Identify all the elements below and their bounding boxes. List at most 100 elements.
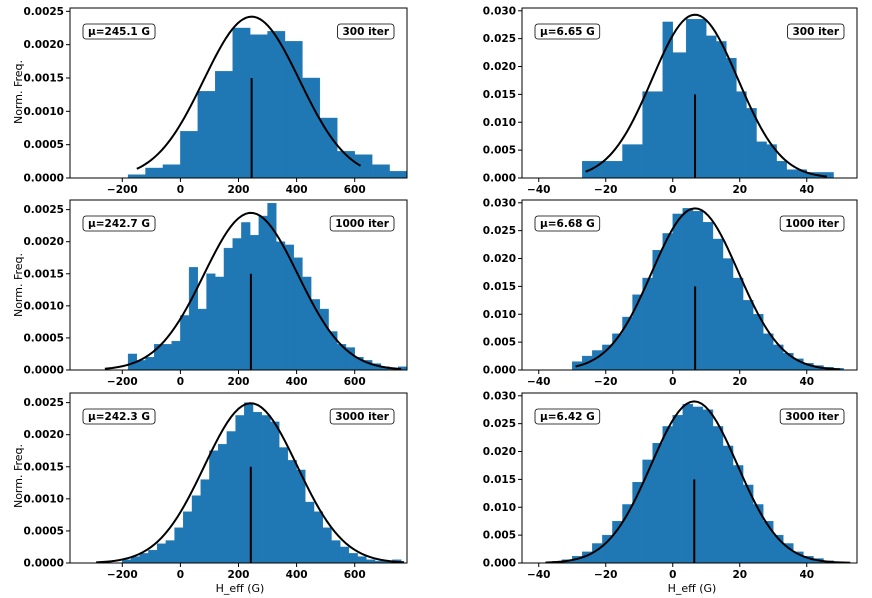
histogram-bar (235, 415, 245, 563)
x-tick-label: −20 (594, 184, 617, 196)
chart-panel-row3-right: −40 −20 0 20 40 0.000 0.005 0.010 0.015 0.020 0.02… (483, 390, 858, 581)
x-axis-label-left: H_eff (G) (216, 582, 265, 595)
axes-frame (521, 199, 858, 371)
x-tick-label: 20 (732, 569, 747, 581)
histogram-bar (197, 308, 207, 370)
x-tick-label: 40 (799, 184, 814, 196)
x-tick-label: −20 (594, 569, 617, 581)
histogram-bar (682, 208, 694, 370)
mean-annotation: μ=6.65 G (534, 23, 601, 40)
x-tick-label: −40 (527, 184, 550, 196)
histogram-bar (712, 426, 724, 563)
histogram-bar (682, 403, 694, 563)
chart-panel-row1-left: −200 0 200 400 600 0.0000 0.0005 0.0010 0.0015 0.… (23, 6, 408, 196)
y-tick-label: 0.015 (483, 89, 516, 101)
mean-annotation: μ=245.1 G (82, 23, 156, 40)
mean-annotation-text: μ=242.3 G (88, 411, 150, 423)
y-tick-label: 0.0000 (23, 173, 64, 185)
histogram-bar (148, 549, 158, 563)
histogram-bar (183, 511, 193, 563)
iteration-annotation-box (329, 408, 395, 425)
histogram-bar (783, 543, 794, 563)
histogram-bar (139, 553, 149, 563)
histogram-bar (232, 238, 242, 370)
histogram-bar (331, 540, 341, 563)
iteration-annotation: 1000 iter (779, 215, 845, 232)
mean-annotation: μ=242.3 G (82, 408, 156, 425)
axes-frame (521, 392, 858, 564)
histogram-bar (702, 409, 714, 563)
histogram-bar (241, 222, 251, 370)
histogram-bar (706, 35, 717, 178)
plot-area (104, 203, 407, 370)
x-axis-label-right: H_eff (G) (668, 582, 717, 595)
histogram-bar (339, 546, 350, 563)
histogram-bar (267, 31, 286, 178)
iteration-annotation-box (779, 215, 845, 232)
histogram-bar (156, 543, 167, 563)
histogram-bar (642, 91, 663, 178)
plot-area (582, 13, 834, 178)
histogram-bar (261, 415, 271, 563)
fit-curve-line (585, 13, 827, 178)
x-tick-label: 40 (799, 569, 814, 581)
histogram-bar (354, 154, 373, 178)
x-tick-label: 0 (177, 184, 184, 196)
mean-annotation: μ=6.42 G (534, 408, 601, 425)
histogram-bar (746, 108, 757, 178)
y-tick-label: 0.0015 (23, 461, 64, 473)
y-tick-label: 0.0020 (23, 39, 64, 51)
x-tick-label: −40 (527, 376, 550, 388)
x-tick-label: −40 (527, 569, 550, 581)
histogram-bar (287, 460, 297, 563)
iteration-annotation-box (787, 23, 845, 40)
x-tick-label: 400 (286, 184, 308, 196)
histogram-bar (763, 520, 774, 563)
y-tick-label: 0.010 (483, 309, 516, 321)
histogram-bar (171, 340, 181, 370)
chart-panel-row1-right: −40 −20 0 20 40 0.000 0.005 0.010 0.015 0.020 0.02… (483, 5, 858, 196)
histogram-bar (357, 556, 367, 563)
histogram-bar (197, 91, 216, 178)
y-tick-label: 0.000 (483, 558, 516, 570)
mean-annotation-box (82, 215, 156, 232)
fit-curve-line (96, 402, 405, 563)
iteration-annotation-text: 3000 iter (785, 411, 840, 423)
histogram-bar (209, 450, 219, 563)
iteration-annotation-text: 300 iter (343, 26, 390, 38)
chart-panel-row2-right: −40 −20 0 20 40 0.000 0.005 0.010 0.015 0.020 0.02… (483, 197, 858, 388)
x-tick-label: 0 (177, 569, 184, 581)
x-tick-label: 0 (177, 376, 184, 388)
mean-annotation-box (534, 408, 601, 425)
y-tick-label: 0.0005 (23, 525, 64, 537)
y-tick-label: 0.0005 (23, 139, 64, 151)
x-tick-label: 0 (669, 376, 676, 388)
histogram-bar (223, 247, 233, 370)
x-tick-label: −200 (107, 376, 138, 388)
histogram-bar (672, 415, 684, 563)
histogram-bar (284, 41, 303, 178)
histogram-bar (191, 495, 201, 563)
histogram-bar (732, 465, 744, 563)
histogram-bar (602, 161, 623, 178)
y-tick-label: 0.010 (483, 117, 516, 129)
iteration-annotation-box (337, 23, 395, 40)
histogram-bar (215, 276, 225, 370)
histogram-bar (612, 520, 623, 563)
x-tick-label: −20 (594, 376, 617, 388)
x-tick-label: 0 (669, 569, 676, 581)
histogram-bar (296, 469, 306, 563)
histogram-bar (217, 444, 228, 563)
y-tick-label: 0.020 (483, 446, 516, 458)
mean-annotation-box (534, 23, 601, 40)
histogram-bar (258, 215, 268, 370)
histogram-bar (722, 258, 734, 370)
chart-panel-row3-left: −200 0 200 400 600 0.0000 0.0005 0.0010 0.0015 0.… (23, 392, 408, 581)
histogram-bar (371, 164, 390, 178)
chart-panel-row2-left: −200 0 200 400 600 0.0000 0.0005 0.0010 0.0015 0.… (23, 199, 408, 388)
histogram-bar (270, 421, 280, 563)
y-axis-label-row1: Norm. Freq. (12, 60, 25, 124)
histogram-bar (328, 331, 338, 370)
iteration-annotation: 300 iter (337, 23, 395, 40)
x-tick-label: −200 (107, 184, 138, 196)
